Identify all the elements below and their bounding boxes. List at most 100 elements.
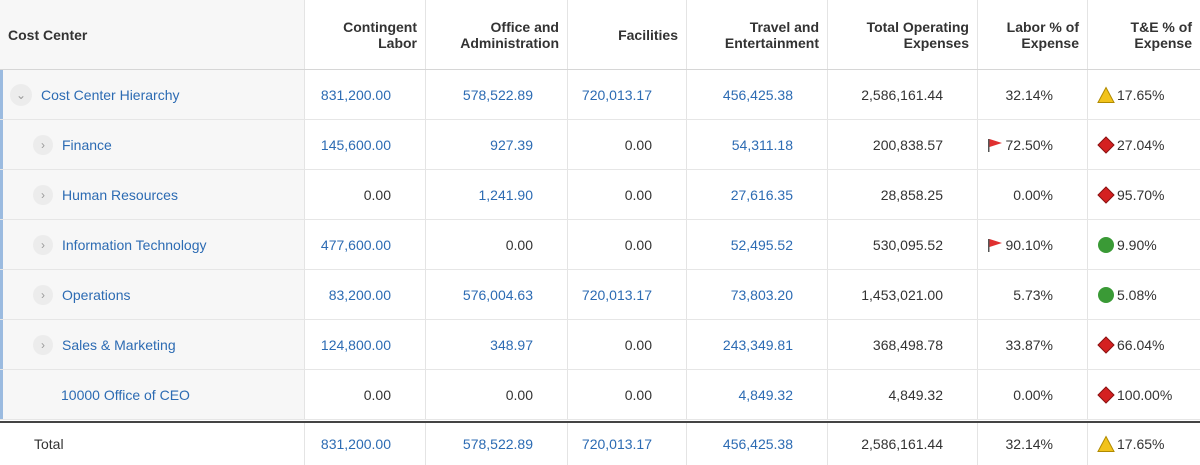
cost-center-cell: › Finance: [0, 120, 305, 169]
total-opex-cell: 530,095.52: [828, 220, 978, 269]
office-admin-value[interactable]: 578,522.89: [462, 86, 533, 103]
office-admin-cell: 0.00: [426, 370, 568, 419]
contingent-labor-value[interactable]: 477,600.00: [320, 236, 391, 253]
header-row: Cost Center Contingent Labor Office and …: [0, 0, 1200, 70]
cost-center-name[interactable]: Finance: [62, 136, 112, 153]
header-label: Total Operating Expenses: [866, 18, 969, 51]
travel-cell: 456,425.38: [687, 70, 828, 119]
total-opex-value: 368,498.78: [872, 336, 943, 353]
contingent-labor-value[interactable]: 831,200.00: [320, 86, 391, 103]
header-office-admin[interactable]: Office and Administration: [426, 0, 568, 69]
red-flag-icon: [988, 138, 1002, 152]
facilities-cell: 0.00: [568, 120, 687, 169]
te-pct-cell: 95.70%: [1088, 170, 1200, 219]
facilities-value[interactable]: 720,013.17: [581, 286, 652, 303]
contingent-labor-value[interactable]: 83,200.00: [328, 286, 391, 303]
total-row: Total 831,200.00 578,522.89 720,013.17 456,4…: [0, 421, 1200, 465]
cost-center-name[interactable]: Information Technology: [62, 236, 207, 253]
warning-triangle-icon: [1097, 435, 1115, 452]
expand-chevron-icon[interactable]: ›: [33, 334, 53, 355]
labor-pct-cell: 32.14%: [978, 70, 1088, 119]
total-label: Total: [34, 436, 64, 452]
travel-value[interactable]: 52,495.52: [730, 236, 793, 253]
total-office-cell: 578,522.89: [426, 423, 568, 465]
te-pct-cell: 66.04%: [1088, 320, 1200, 369]
contingent-labor-value[interactable]: 124,800.00: [320, 336, 391, 353]
total-opex-cell: 2,586,161.44: [828, 70, 978, 119]
total-opex-total-value: 2,586,161.44: [861, 436, 943, 452]
labor-pct-value: 72.50%: [1005, 136, 1053, 153]
travel-value[interactable]: 27,616.35: [730, 186, 793, 203]
labor-pct-value: 0.00%: [1013, 386, 1053, 403]
header-travel[interactable]: Travel and Entertainment: [687, 0, 828, 69]
te-pct-value: 9.90%: [1117, 236, 1157, 253]
total-opex-cell: 1,453,021.00: [828, 270, 978, 319]
office-admin-value: 0.00: [505, 236, 533, 253]
total-opex-value: 2,586,161.44: [861, 86, 943, 103]
labor-pct-cell: 5.73%: [978, 270, 1088, 319]
facilities-cell: 0.00: [568, 220, 687, 269]
cost-center-name[interactable]: Human Resources: [62, 186, 178, 203]
labor-pct-value: 0.00%: [1013, 186, 1053, 203]
office-admin-cell: 578,522.89: [426, 70, 568, 119]
office-admin-value[interactable]: 348.97: [490, 336, 533, 353]
header-te-pct[interactable]: T&E % of Expense: [1088, 0, 1200, 69]
total-opex-cell: 368,498.78: [828, 320, 978, 369]
facilities-cell: 720,013.17: [568, 70, 687, 119]
total-opex-value: 200,838.57: [872, 136, 943, 153]
cost-center-name[interactable]: 10000 Office of CEO: [61, 386, 190, 403]
total-labor-value: 32.14%: [1005, 436, 1053, 452]
expand-chevron-icon[interactable]: ›: [33, 184, 53, 205]
header-label: Office and Administration: [460, 18, 559, 51]
header-cost-center[interactable]: Cost Center: [0, 0, 305, 69]
cost-center-cell: ⌄ Cost Center Hierarchy: [0, 70, 305, 119]
total-facilities-cell: 720,013.17: [568, 423, 687, 465]
header-facilities[interactable]: Facilities: [568, 0, 687, 69]
travel-cell: 52,495.52: [687, 220, 828, 269]
expand-chevron-icon[interactable]: ›: [33, 134, 53, 155]
collapse-chevron-icon[interactable]: ⌄: [10, 83, 32, 106]
office-admin-value[interactable]: 576,004.63: [462, 286, 533, 303]
facilities-value: 0.00: [624, 186, 652, 203]
travel-value[interactable]: 54,311.18: [731, 136, 793, 153]
cost-center-name[interactable]: Cost Center Hierarchy: [41, 86, 180, 103]
total-te-value: 17.65%: [1117, 436, 1165, 452]
header-contingent-labor[interactable]: Contingent Labor: [305, 0, 426, 69]
office-admin-value[interactable]: 927.39: [490, 136, 533, 153]
te-pct-cell: 27.04%: [1088, 120, 1200, 169]
travel-value[interactable]: 243,349.81: [722, 336, 793, 353]
total-contingent-value[interactable]: 831,200.00: [320, 436, 391, 452]
expand-chevron-icon[interactable]: ›: [33, 284, 53, 305]
cost-center-name[interactable]: Sales & Marketing: [62, 336, 176, 353]
travel-value[interactable]: 73,803.20: [730, 286, 793, 303]
contingent-labor-value[interactable]: 145,600.00: [320, 136, 391, 153]
total-office-value[interactable]: 578,522.89: [462, 436, 533, 452]
header-total-opex[interactable]: Total Operating Expenses: [828, 0, 978, 69]
total-opex-value: 530,095.52: [872, 236, 943, 253]
labor-pct-cell: 33.87%: [978, 320, 1088, 369]
te-pct-value: 66.04%: [1117, 336, 1165, 353]
travel-cell: 243,349.81: [687, 320, 828, 369]
labor-pct-cell: 90.10%: [978, 220, 1088, 269]
total-facilities-value[interactable]: 720,013.17: [581, 436, 652, 452]
header-label: Travel and Entertainment: [724, 18, 819, 51]
header-labor-pct[interactable]: Labor % of Expense: [978, 0, 1088, 69]
te-pct-value: 5.08%: [1117, 286, 1157, 303]
travel-cell: 54,311.18: [687, 120, 828, 169]
facilities-value: 0.00: [624, 236, 652, 253]
labor-pct-value: 90.10%: [1005, 236, 1053, 253]
total-opex-cell: 28,858.25: [828, 170, 978, 219]
total-travel-value[interactable]: 456,425.38: [722, 436, 793, 452]
expand-chevron-icon[interactable]: ›: [33, 234, 53, 255]
office-admin-cell: 1,241.90: [426, 170, 568, 219]
facilities-cell: 720,013.17: [568, 270, 687, 319]
travel-value[interactable]: 456,425.38: [722, 86, 793, 103]
facilities-value[interactable]: 720,013.17: [581, 86, 652, 103]
travel-value[interactable]: 4,849.32: [738, 386, 794, 403]
office-admin-value[interactable]: 1,241.90: [478, 186, 534, 203]
cost-center-name[interactable]: Operations: [62, 286, 131, 303]
red-diamond-icon: [1097, 135, 1115, 154]
total-opex-total-cell: 2,586,161.44: [828, 423, 978, 465]
office-admin-cell: 927.39: [426, 120, 568, 169]
cost-center-cell: › Operations: [0, 270, 305, 319]
